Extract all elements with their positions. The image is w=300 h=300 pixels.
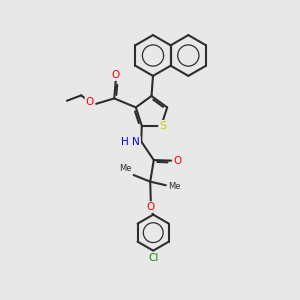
Text: Cl: Cl (148, 253, 158, 262)
Text: O: O (85, 97, 94, 107)
Text: O: O (173, 156, 181, 166)
Text: O: O (147, 202, 155, 212)
Text: O: O (112, 70, 120, 80)
Text: Me: Me (168, 182, 181, 191)
Text: S: S (159, 121, 166, 131)
Text: Me: Me (119, 164, 131, 172)
Text: H N: H N (121, 137, 140, 147)
